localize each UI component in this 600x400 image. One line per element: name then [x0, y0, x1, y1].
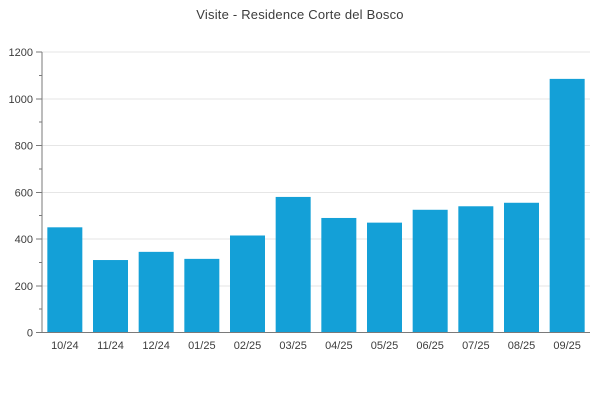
bar-03/25 — [275, 196, 311, 333]
y-tick-label: 1200 — [9, 47, 33, 59]
y-axis-labels: 0 200 400 600 800 1000 1200 — [9, 47, 33, 340]
bars — [47, 78, 585, 333]
x-tick-label-03/25: 03/25 — [279, 340, 307, 352]
bar-09/25 — [549, 78, 585, 333]
x-tick-label-02/25: 02/25 — [234, 340, 262, 352]
bar-08/25 — [504, 202, 539, 333]
x-tick-label-04/25: 04/25 — [325, 340, 353, 352]
bar-05/25 — [367, 222, 402, 333]
x-tick-label-06/25: 06/25 — [416, 340, 444, 352]
x-tick-label-10/24: 10/24 — [51, 340, 79, 352]
bar-01/25 — [184, 258, 220, 333]
y-tick-label: 1000 — [9, 94, 33, 106]
bar-07/25 — [458, 206, 494, 333]
x-axis-labels: 10/24 11/24 12/24 01/25 02/25 03/25 04/25 05/25… — [51, 340, 581, 352]
chart-title: Visite - Residence Corte del Bosco — [196, 7, 404, 22]
y-tick-label: 0 — [27, 328, 33, 340]
x-tick-label-09/25: 09/25 — [553, 340, 581, 352]
gridlines — [42, 51, 590, 287]
bar-10/24 — [47, 227, 83, 333]
x-tick-label-05/25: 05/25 — [371, 340, 399, 352]
x-tick-label-11/24: 11/24 — [97, 340, 124, 352]
bar-02/25 — [230, 235, 265, 333]
x-tick-label-08/25: 08/25 — [508, 340, 536, 352]
y-tick-label: 200 — [15, 281, 33, 293]
y-tick-label: 600 — [15, 187, 33, 199]
y-tick-label: 400 — [15, 234, 33, 246]
bar-06/25 — [412, 209, 448, 333]
x-tick-label-12/24: 12/24 — [142, 340, 170, 352]
y-tick-label: 800 — [15, 141, 33, 153]
bar-11/24 — [93, 260, 128, 333]
x-tick-label-01/25: 01/25 — [188, 340, 216, 352]
bar-04/25 — [321, 217, 357, 333]
axes — [36, 51, 590, 333]
x-tick-label-07/25: 07/25 — [462, 340, 490, 352]
bar-12/24 — [138, 251, 174, 333]
